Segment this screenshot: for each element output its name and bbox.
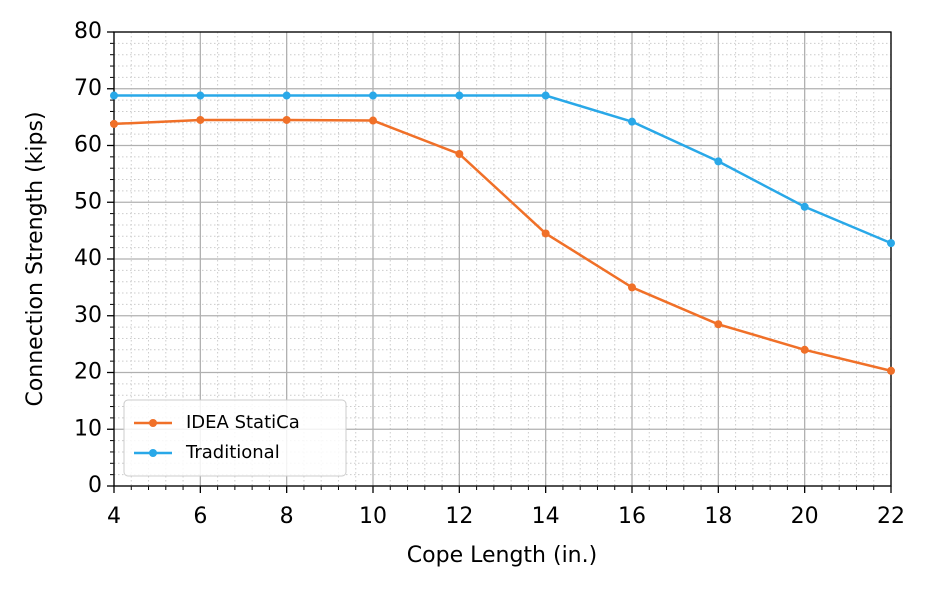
data-point <box>628 283 636 292</box>
y-tick-label: 60 <box>74 133 102 158</box>
legend-marker <box>149 449 157 457</box>
series-line <box>113 118 892 373</box>
data-point <box>800 202 809 211</box>
data-point <box>887 239 895 248</box>
y-tick-label: 30 <box>74 303 102 328</box>
data-point <box>455 91 464 100</box>
data-point <box>800 345 809 354</box>
x-tick-label: 6 <box>193 504 207 529</box>
data-point <box>110 119 118 128</box>
y-tick-label: 80 <box>74 19 102 44</box>
data-point <box>628 117 636 126</box>
data-point <box>541 229 550 238</box>
plot-frame <box>113 31 892 487</box>
series-line <box>114 94 892 245</box>
x-tick-label: 10 <box>359 504 387 529</box>
x-tick-label: 18 <box>704 504 732 529</box>
x-tick-label: 22 <box>877 504 905 529</box>
x-axis-label: Cope Length (in.) <box>407 543 597 568</box>
data-point <box>714 320 723 329</box>
y-tick-label: 0 <box>88 473 102 498</box>
data-point <box>369 116 377 125</box>
legend-label: Traditional <box>185 442 280 463</box>
x-tick-label: 12 <box>445 504 473 529</box>
data-point <box>110 91 118 100</box>
data-point <box>541 91 550 100</box>
data-point <box>369 91 377 100</box>
legend-marker <box>149 419 157 427</box>
y-tick-label: 70 <box>74 76 102 101</box>
y-axis-label: Connection Strength (kips) <box>23 111 48 406</box>
x-tick-label: 16 <box>618 504 646 529</box>
data-point <box>887 366 895 375</box>
x-tick-label: 20 <box>791 504 819 529</box>
x-tick-label: 8 <box>280 504 294 529</box>
data-point <box>714 157 723 166</box>
data-point <box>196 115 205 124</box>
data-point <box>455 150 464 159</box>
y-tick-label: 10 <box>74 416 102 441</box>
y-tick-label: 40 <box>74 246 102 271</box>
y-tick-label: 50 <box>74 189 102 214</box>
x-tick-label: 14 <box>532 504 560 529</box>
x-tick-label: 4 <box>107 504 121 529</box>
legend-box <box>123 399 347 477</box>
data-point <box>282 115 291 124</box>
data-point <box>282 91 291 100</box>
legend-label: IDEA StatiCa <box>186 412 300 433</box>
y-tick-label: 20 <box>74 360 102 385</box>
data-point <box>196 91 205 100</box>
